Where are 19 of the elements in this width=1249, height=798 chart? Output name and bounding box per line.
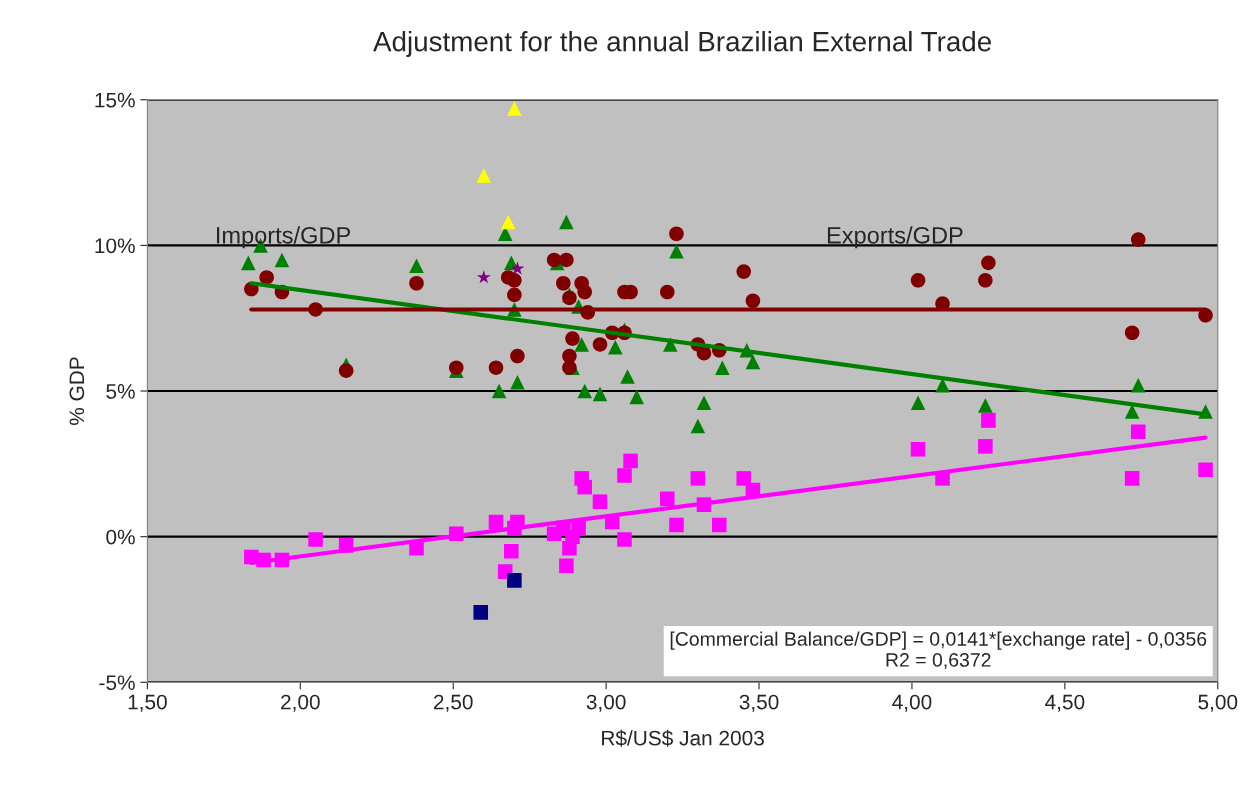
x-axis-title: R$/US$ Jan 2003 [602,729,764,747]
x-tick-label: 4,50 [1045,694,1085,712]
y-tick-label: 15% [95,92,135,108]
y-tick-label: 0% [106,529,135,545]
x-tick-label: 3,50 [739,694,779,712]
x-tick-label: 2,50 [433,694,473,712]
annotation: Imports/GDP [217,226,351,249]
x-tick-label: 4,00 [892,694,932,712]
chart-title: Adjustment for the annual Brazilian External Trade [373,31,991,57]
x-tick-label: 5,00 [1198,694,1238,712]
x-tick-label: 1,50 [128,694,167,712]
x-tick-label: 3,00 [586,694,626,712]
annotation: [Commercial Balance/GDP] = 0,0141*[exchange rate] - 0,0356 R2 = 0,6372 [670,631,1207,670]
y-axis-title: % GDP [69,357,85,426]
y-tick-label: 5% [106,384,135,399]
y-tick-label: -5% [99,675,135,691]
x-tick-label: 2,00 [281,694,320,712]
y-tick-label: 10% [95,238,135,254]
annotation: Exports/GDP [827,226,963,249]
